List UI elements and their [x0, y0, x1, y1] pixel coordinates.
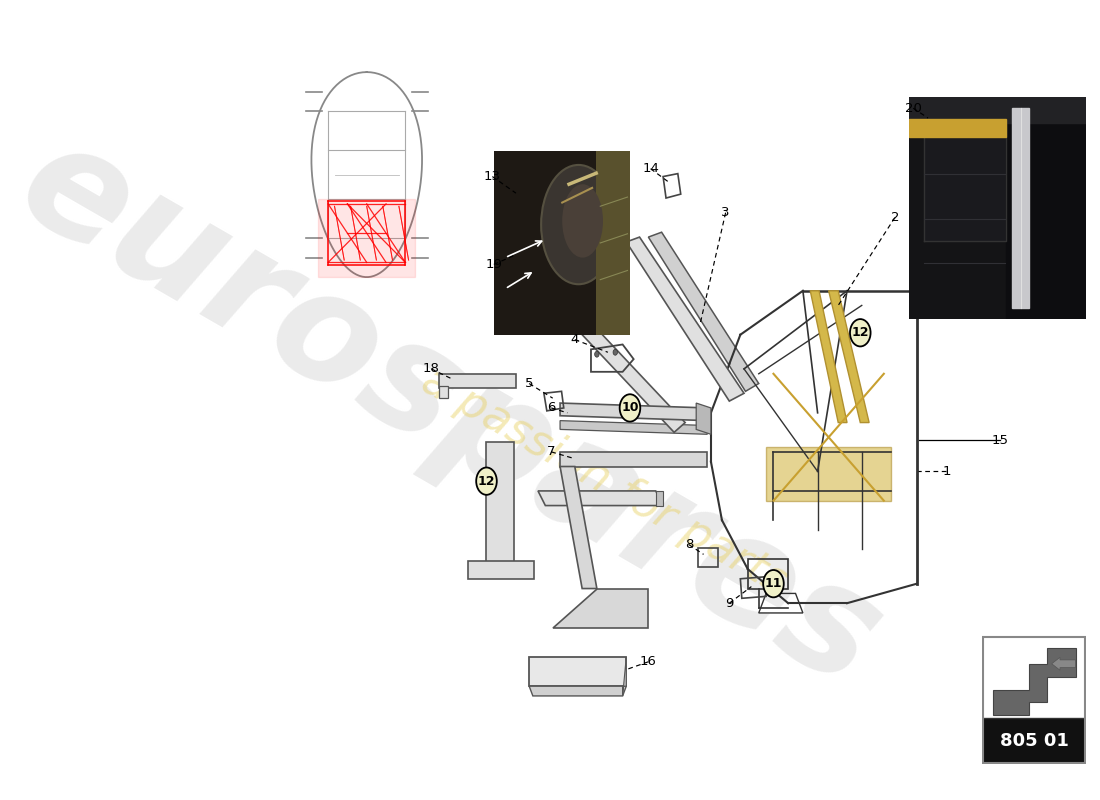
Text: 20: 20 — [905, 102, 922, 114]
Text: 8: 8 — [684, 538, 693, 551]
Text: 10: 10 — [621, 402, 639, 414]
Polygon shape — [648, 232, 759, 391]
Polygon shape — [656, 491, 663, 506]
Text: 5: 5 — [525, 377, 533, 390]
Text: 2: 2 — [891, 211, 899, 224]
Polygon shape — [623, 657, 626, 696]
Text: 11: 11 — [764, 577, 782, 590]
Polygon shape — [439, 386, 448, 398]
Polygon shape — [538, 491, 663, 506]
Polygon shape — [486, 442, 515, 569]
Polygon shape — [626, 237, 744, 401]
Text: 12: 12 — [851, 326, 869, 339]
Polygon shape — [560, 452, 707, 466]
Polygon shape — [560, 421, 707, 434]
Polygon shape — [560, 466, 597, 589]
Text: 14: 14 — [642, 162, 659, 175]
Circle shape — [613, 350, 617, 355]
Text: 16: 16 — [640, 655, 657, 668]
Text: 12: 12 — [477, 474, 495, 488]
Polygon shape — [696, 403, 711, 434]
Text: 19: 19 — [485, 258, 503, 271]
Polygon shape — [560, 403, 707, 421]
Text: 6: 6 — [547, 402, 556, 414]
Polygon shape — [828, 290, 869, 422]
Polygon shape — [546, 286, 685, 432]
Polygon shape — [811, 290, 847, 422]
Text: 3: 3 — [722, 206, 730, 219]
Text: 4: 4 — [571, 333, 579, 346]
Polygon shape — [439, 374, 516, 389]
Text: 1: 1 — [942, 465, 950, 478]
Text: 18: 18 — [422, 362, 440, 375]
Circle shape — [850, 319, 870, 346]
Text: a passion for parts: a passion for parts — [414, 359, 794, 603]
Circle shape — [476, 467, 497, 495]
Polygon shape — [469, 562, 535, 578]
Circle shape — [763, 570, 784, 598]
Polygon shape — [766, 447, 891, 501]
Polygon shape — [529, 657, 626, 686]
Circle shape — [619, 394, 640, 422]
Text: 9: 9 — [725, 597, 734, 610]
Polygon shape — [552, 589, 648, 627]
Text: 13: 13 — [484, 170, 500, 183]
Text: 7: 7 — [547, 446, 556, 458]
Circle shape — [595, 351, 600, 357]
Polygon shape — [529, 686, 626, 696]
Text: eurospares: eurospares — [0, 106, 905, 719]
Text: 15: 15 — [991, 434, 1009, 446]
